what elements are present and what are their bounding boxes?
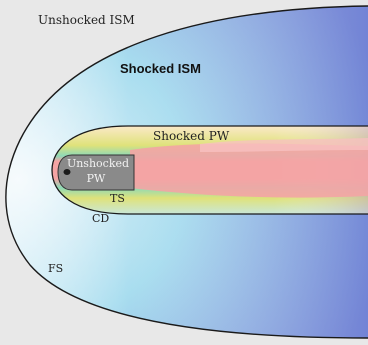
pulsar-dot	[63, 169, 71, 175]
unshocked-pw-region	[57, 154, 135, 191]
contact-discontinuity-line	[51, 125, 368, 215]
label-ts: TS	[110, 192, 125, 205]
label-shocked-pw: Shocked PW	[153, 129, 230, 143]
shocked-pw-region	[52, 126, 368, 214]
label-cd: CD	[92, 212, 109, 225]
label-shocked-ism: Shocked ISM	[120, 61, 201, 76]
forward-shock-line	[5, 5, 368, 339]
label-unshocked-ism: Unshocked ISM	[38, 13, 135, 27]
label-fs: FS	[48, 262, 63, 275]
label-unshocked-pw-line1: Unshocked	[67, 157, 129, 170]
label-unshocked-pw-line2: PW	[87, 172, 106, 185]
